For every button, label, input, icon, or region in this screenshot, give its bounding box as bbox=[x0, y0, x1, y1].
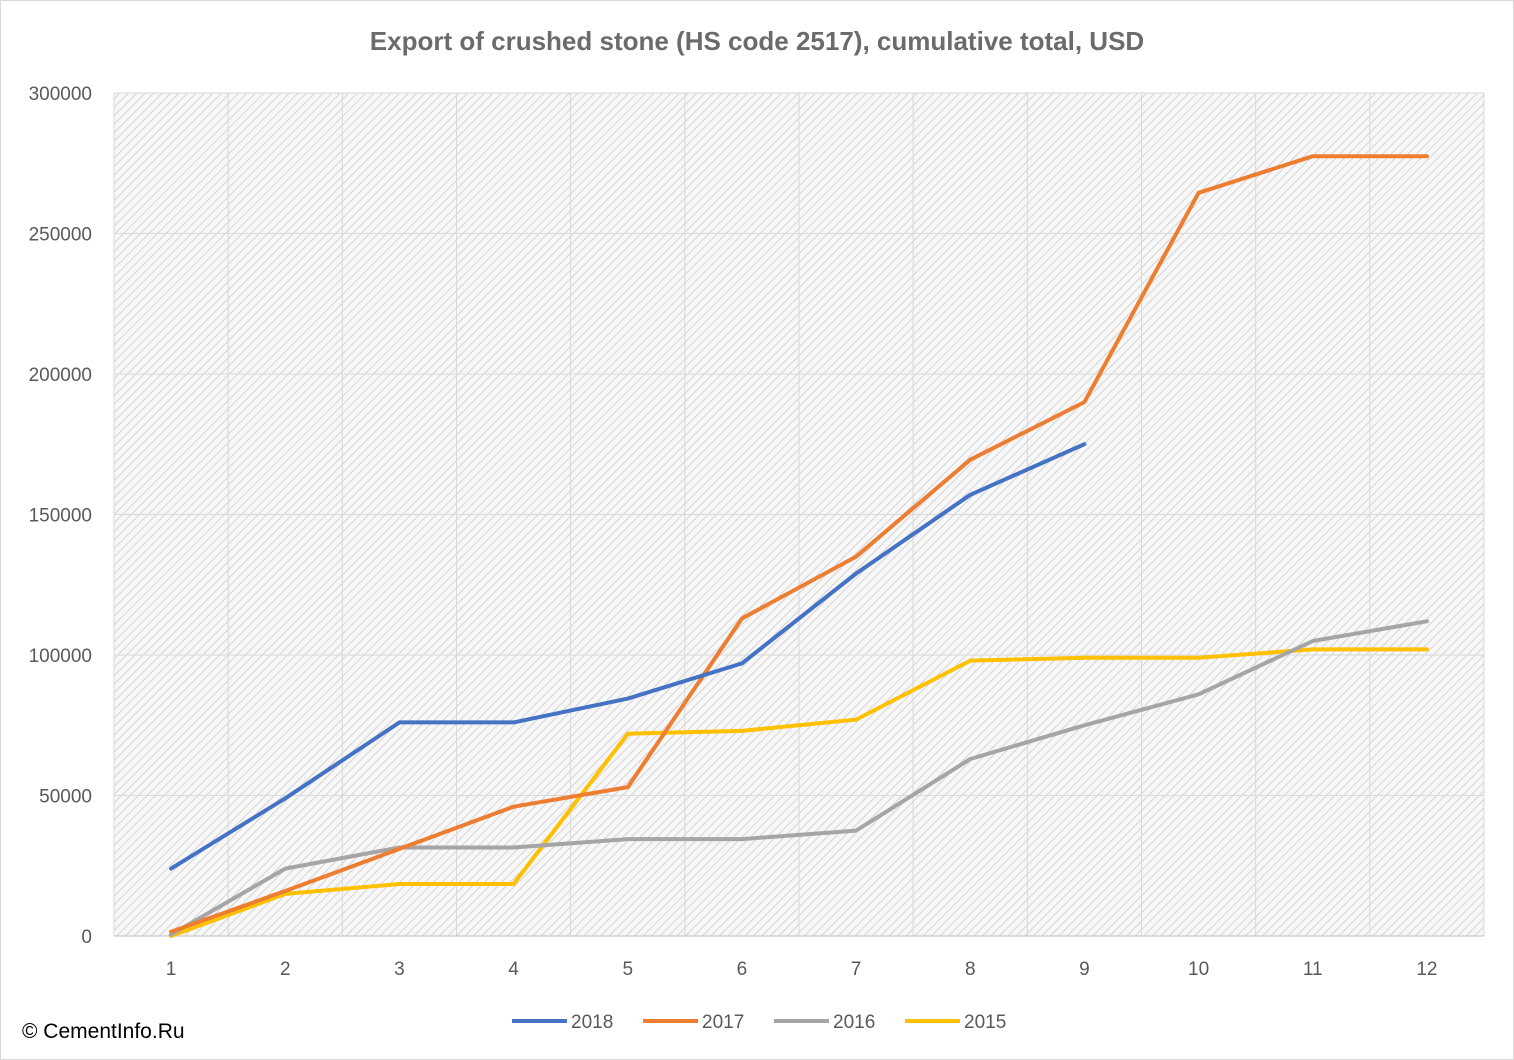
legend-label-2017: 2017 bbox=[702, 1012, 744, 1033]
legend: 2018 2017 2016 2015 bbox=[512, 1012, 1006, 1033]
x-tick-label: 6 bbox=[737, 959, 748, 980]
x-tick-label: 12 bbox=[1416, 959, 1437, 980]
series-line-2018 bbox=[169, 442, 1087, 871]
y-tick-label: 200000 bbox=[29, 365, 92, 386]
y-tick-label: 300000 bbox=[29, 84, 92, 105]
series-lines bbox=[169, 154, 1429, 938]
legend-label-2015: 2015 bbox=[964, 1012, 1006, 1033]
y-tick-label: 250000 bbox=[29, 225, 92, 246]
legend-label-2018: 2018 bbox=[571, 1012, 613, 1033]
x-tick-label: 1 bbox=[166, 959, 177, 980]
x-tick-label: 4 bbox=[508, 959, 519, 980]
x-tick-label: 3 bbox=[394, 959, 405, 980]
series-line-2016 bbox=[169, 619, 1429, 937]
chart-title: Export of crushed stone (HS code 2517), … bbox=[370, 26, 1144, 56]
x-axis: 1 2 3 4 5 6 7 8 9 10 11 12 bbox=[166, 959, 1438, 980]
series-line-2015 bbox=[169, 647, 1429, 938]
y-axis: 0 50000 100000 150000 200000 250000 300000 bbox=[29, 84, 92, 948]
y-tick-label: 50000 bbox=[39, 787, 92, 808]
legend-label-2016: 2016 bbox=[833, 1012, 875, 1033]
x-tick-label: 2 bbox=[280, 959, 291, 980]
x-tick-label: 8 bbox=[965, 959, 976, 980]
x-tick-label: 7 bbox=[851, 959, 862, 980]
x-tick-label: 10 bbox=[1188, 959, 1209, 980]
y-tick-label: 100000 bbox=[29, 646, 92, 667]
y-tick-label: 150000 bbox=[29, 506, 92, 527]
x-tick-label: 11 bbox=[1303, 959, 1323, 980]
series-line-2017 bbox=[169, 154, 1429, 934]
credit-text: © CementInfo.Ru bbox=[22, 1020, 185, 1043]
grid bbox=[113, 92, 1485, 937]
y-tick-label: 0 bbox=[81, 927, 92, 948]
x-tick-label: 9 bbox=[1079, 959, 1090, 980]
x-tick-label: 5 bbox=[622, 959, 633, 980]
